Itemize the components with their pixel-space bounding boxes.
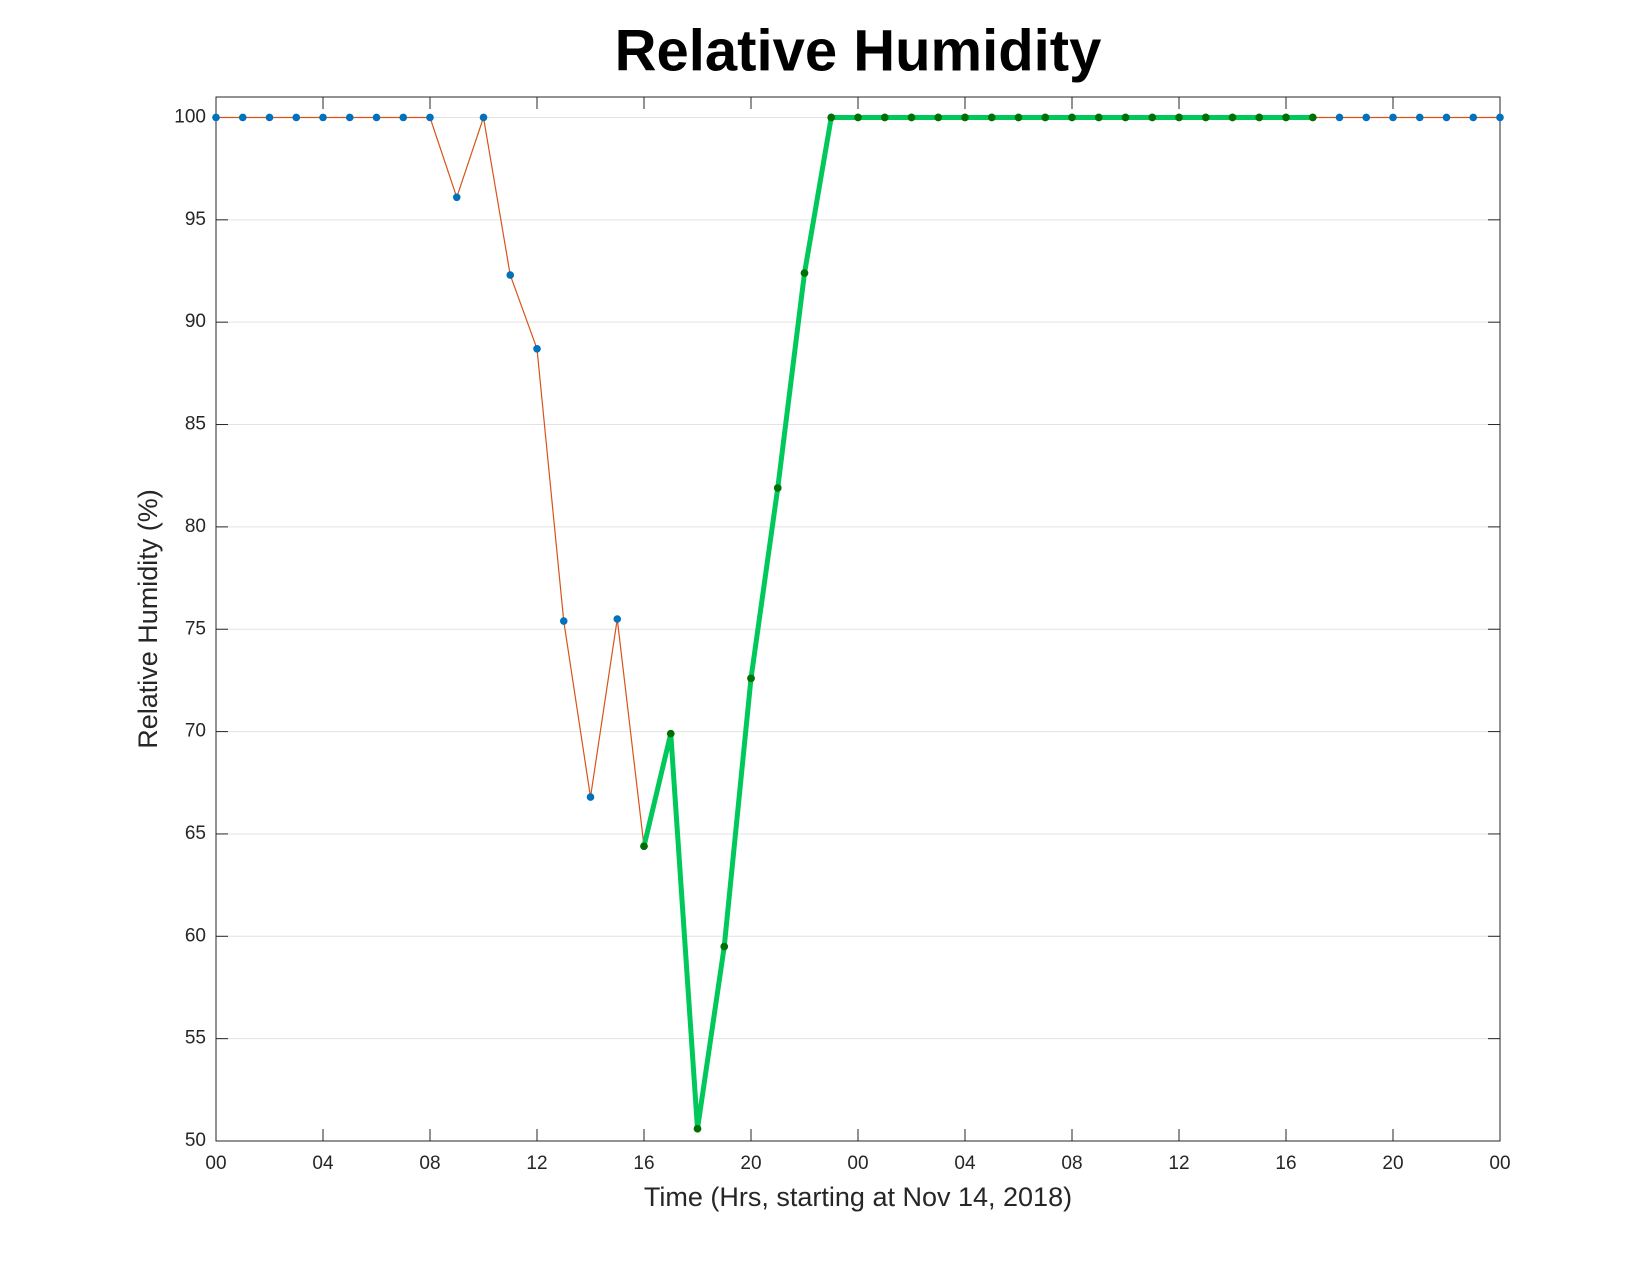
data-point — [1308, 113, 1317, 122]
x-tick-label: 16 — [1275, 1153, 1296, 1174]
data-point — [1389, 113, 1397, 122]
x-tick-label: 12 — [1168, 1153, 1189, 1174]
data-point — [212, 113, 220, 122]
plot-frame — [215, 96, 1501, 1142]
data-point — [559, 617, 568, 625]
data-point — [747, 674, 755, 683]
data-point — [1415, 113, 1424, 122]
y-tick-label: 60 — [185, 925, 206, 946]
data-point — [452, 193, 461, 202]
data-point — [693, 1124, 702, 1133]
data-point — [372, 113, 381, 122]
x-tick-label: 04 — [312, 1153, 334, 1174]
data-point — [720, 942, 729, 951]
x-tick-label: 20 — [1382, 1153, 1403, 1174]
x-tick-label: 00 — [1489, 1153, 1510, 1174]
y-axis-label: Relative Humidity (%) — [133, 489, 163, 749]
data-point — [1228, 113, 1237, 122]
data-point — [586, 793, 595, 801]
data-point — [319, 113, 327, 122]
data-point — [827, 113, 836, 122]
data-point — [907, 113, 916, 122]
y-tick-label: 55 — [185, 1028, 206, 1049]
y-tick-label: 85 — [185, 414, 206, 435]
y-tick-label: 100 — [174, 106, 206, 127]
data-point — [1148, 113, 1157, 122]
data-point — [1469, 113, 1478, 122]
y-tick-label: 75 — [185, 618, 206, 639]
x-tick-label: 00 — [847, 1153, 868, 1174]
x-tick-label: 08 — [1061, 1153, 1082, 1174]
data-point — [1068, 113, 1076, 122]
data-point — [479, 113, 488, 122]
data-point — [1362, 113, 1371, 122]
data-point — [1175, 113, 1183, 122]
data-point — [1496, 113, 1504, 122]
x-tick-label: 00 — [205, 1153, 226, 1174]
data-point — [1442, 113, 1451, 122]
data-point — [1335, 113, 1344, 122]
x-tick-label: 08 — [419, 1153, 440, 1174]
data-point — [640, 842, 648, 851]
data-point — [961, 113, 969, 122]
data-point — [265, 113, 274, 122]
data-point — [1094, 113, 1103, 122]
data-point — [800, 269, 809, 277]
data-point — [1255, 113, 1264, 122]
y-tick-label: 95 — [185, 209, 206, 230]
y-tick-label: 70 — [185, 721, 206, 742]
data-point — [854, 113, 862, 122]
y-tick-label: 65 — [185, 823, 206, 844]
chart-title: Relative Humidity — [615, 18, 1102, 83]
data-point — [613, 615, 622, 623]
x-tick-label: 04 — [954, 1153, 976, 1174]
data-point — [1014, 113, 1023, 122]
data-point — [1282, 113, 1290, 122]
y-tick-label: 50 — [185, 1130, 206, 1151]
data-point — [345, 113, 354, 122]
data-point — [773, 484, 782, 492]
data-point — [934, 113, 943, 122]
y-tick-label: 90 — [185, 311, 206, 332]
data-point — [1121, 113, 1130, 122]
x-tick-label: 12 — [526, 1153, 547, 1174]
series-line — [216, 116, 1500, 1130]
data-point — [399, 113, 408, 122]
data-point — [880, 113, 889, 122]
x-axis-label: Time (Hrs, starting at Nov 14, 2018) — [644, 1182, 1072, 1212]
data-point — [987, 113, 996, 122]
x-tick-label: 16 — [633, 1153, 654, 1174]
series-line — [641, 114, 1313, 1132]
data-point — [238, 113, 247, 122]
x-tick-label: 20 — [740, 1153, 761, 1174]
data-point — [1041, 113, 1050, 122]
data-point — [426, 113, 434, 122]
data-point — [533, 344, 541, 353]
data-point — [506, 271, 515, 279]
data-point — [1201, 113, 1210, 122]
data-point — [666, 729, 675, 738]
data-point — [292, 113, 301, 122]
y-tick-label: 80 — [185, 516, 206, 537]
